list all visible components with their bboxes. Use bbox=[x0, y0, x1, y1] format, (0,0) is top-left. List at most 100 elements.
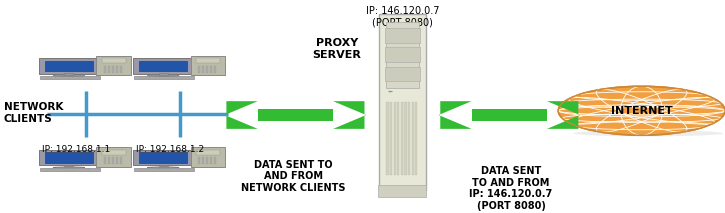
FancyBboxPatch shape bbox=[45, 152, 94, 163]
Bar bbox=[386, 22, 419, 88]
Bar bbox=[120, 66, 122, 73]
Bar bbox=[141, 77, 146, 78]
Bar bbox=[65, 73, 73, 75]
FancyBboxPatch shape bbox=[40, 76, 100, 79]
Bar bbox=[202, 157, 204, 164]
Bar bbox=[108, 66, 109, 73]
Bar bbox=[83, 77, 88, 78]
Bar bbox=[46, 77, 52, 78]
FancyArrow shape bbox=[547, 101, 580, 129]
Bar bbox=[258, 109, 334, 121]
Bar bbox=[167, 169, 174, 170]
Bar bbox=[65, 77, 70, 78]
Bar bbox=[415, 102, 418, 175]
Bar bbox=[214, 157, 216, 164]
Bar bbox=[104, 66, 106, 73]
FancyBboxPatch shape bbox=[38, 150, 99, 166]
Bar bbox=[198, 157, 200, 164]
Bar bbox=[116, 66, 118, 73]
Bar bbox=[159, 165, 167, 167]
Bar bbox=[471, 109, 547, 121]
Bar bbox=[206, 66, 208, 73]
FancyArrow shape bbox=[333, 101, 366, 129]
Bar bbox=[141, 169, 146, 170]
Text: NETWORK
CLIENTS: NETWORK CLIENTS bbox=[4, 102, 63, 124]
Bar bbox=[83, 169, 88, 170]
Bar bbox=[55, 169, 62, 170]
FancyBboxPatch shape bbox=[38, 58, 99, 74]
FancyBboxPatch shape bbox=[385, 47, 420, 62]
Circle shape bbox=[388, 91, 393, 92]
Bar bbox=[167, 77, 174, 78]
Bar bbox=[112, 66, 114, 73]
Ellipse shape bbox=[573, 130, 724, 136]
Bar bbox=[46, 169, 52, 170]
Bar bbox=[177, 77, 183, 78]
FancyBboxPatch shape bbox=[40, 168, 100, 171]
Ellipse shape bbox=[147, 167, 179, 168]
Bar bbox=[177, 169, 183, 170]
Bar bbox=[149, 77, 156, 78]
FancyArrow shape bbox=[225, 101, 258, 129]
Circle shape bbox=[558, 86, 725, 135]
Bar bbox=[104, 157, 106, 164]
Bar bbox=[55, 77, 62, 78]
FancyBboxPatch shape bbox=[134, 168, 194, 171]
FancyBboxPatch shape bbox=[385, 28, 420, 43]
Bar bbox=[405, 102, 407, 175]
Bar bbox=[206, 157, 208, 164]
Text: IP: 192.168.1.2: IP: 192.168.1.2 bbox=[136, 145, 204, 154]
FancyBboxPatch shape bbox=[134, 76, 194, 79]
Bar bbox=[412, 102, 414, 175]
Bar bbox=[116, 157, 118, 164]
FancyArrow shape bbox=[439, 101, 471, 129]
FancyBboxPatch shape bbox=[385, 67, 420, 82]
FancyBboxPatch shape bbox=[379, 14, 426, 190]
FancyBboxPatch shape bbox=[96, 147, 131, 167]
Ellipse shape bbox=[53, 167, 85, 168]
Bar bbox=[386, 102, 389, 175]
Bar bbox=[214, 66, 216, 73]
Bar bbox=[102, 150, 126, 155]
Text: DATA SENT TO
AND FROM
NETWORK CLIENTS: DATA SENT TO AND FROM NETWORK CLIENTS bbox=[241, 160, 346, 193]
Bar bbox=[120, 157, 122, 164]
Bar bbox=[108, 157, 109, 164]
FancyBboxPatch shape bbox=[139, 60, 188, 71]
Bar bbox=[210, 66, 212, 73]
Bar bbox=[408, 102, 410, 175]
Text: DATA SENT
TO AND FROM
IP: 146.120.0.7
(PORT 8080): DATA SENT TO AND FROM IP: 146.120.0.7 (P… bbox=[470, 166, 552, 211]
FancyBboxPatch shape bbox=[139, 152, 188, 163]
Bar bbox=[159, 73, 167, 75]
Bar bbox=[196, 58, 220, 63]
Text: PROXY
SERVER: PROXY SERVER bbox=[312, 38, 362, 60]
Bar bbox=[202, 66, 204, 73]
Bar bbox=[102, 58, 126, 63]
FancyBboxPatch shape bbox=[133, 150, 194, 166]
FancyBboxPatch shape bbox=[96, 56, 131, 75]
Bar bbox=[159, 77, 165, 78]
Ellipse shape bbox=[53, 75, 85, 76]
Bar bbox=[401, 102, 403, 175]
Bar bbox=[159, 169, 165, 170]
FancyBboxPatch shape bbox=[45, 60, 94, 71]
Bar bbox=[73, 169, 80, 170]
Text: INTERNET: INTERNET bbox=[610, 106, 673, 116]
Bar bbox=[73, 77, 80, 78]
Bar bbox=[210, 157, 212, 164]
Bar bbox=[397, 102, 399, 175]
Bar bbox=[149, 169, 156, 170]
Ellipse shape bbox=[147, 75, 179, 76]
Bar bbox=[196, 150, 220, 155]
Bar bbox=[65, 165, 73, 167]
Bar bbox=[390, 102, 392, 175]
Bar bbox=[65, 169, 70, 170]
Bar bbox=[112, 157, 114, 164]
Text: IP: 192.168.1.1: IP: 192.168.1.1 bbox=[42, 145, 110, 154]
FancyBboxPatch shape bbox=[378, 185, 426, 197]
FancyBboxPatch shape bbox=[191, 147, 225, 167]
FancyBboxPatch shape bbox=[191, 56, 225, 75]
Text: IP: 146.120.0.7
(PORT 8080): IP: 146.120.0.7 (PORT 8080) bbox=[365, 6, 439, 28]
Bar bbox=[198, 66, 200, 73]
FancyBboxPatch shape bbox=[133, 58, 194, 74]
Bar bbox=[394, 102, 396, 175]
